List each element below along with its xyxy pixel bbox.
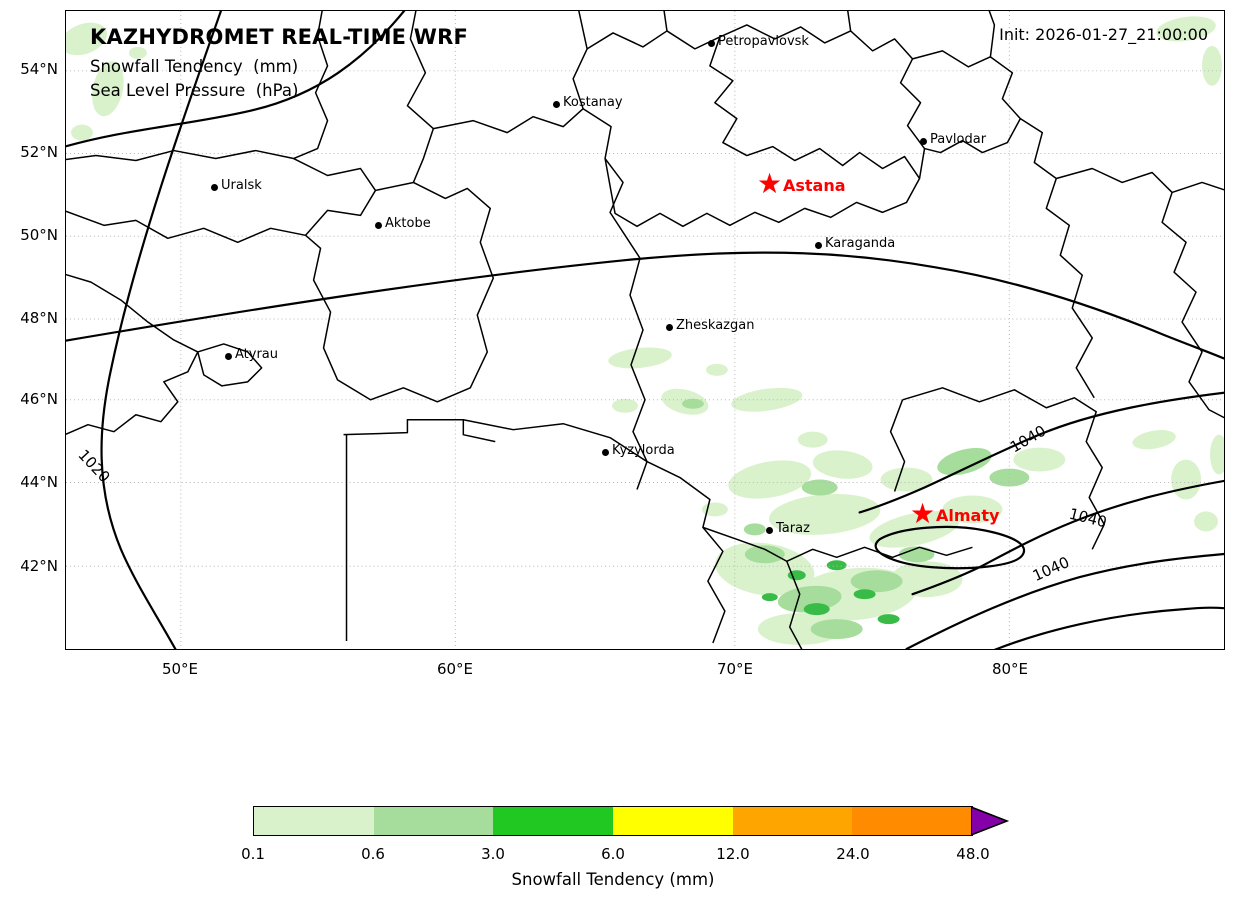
map-area: 1020 1040 1040 1040 Petropavlovsk Kostanay Pa… <box>65 10 1225 650</box>
colorbar-tick-label: 3.0 <box>481 845 505 863</box>
colorbar-arrow-wrap <box>970 805 1011 837</box>
colorbar-arrow <box>970 805 1010 837</box>
colorbar-tick-label: 48.0 <box>956 845 990 863</box>
colorbar-tick-label: 0.1 <box>241 845 265 863</box>
map-canvas <box>66 11 1224 649</box>
borders-layer <box>66 11 1224 649</box>
colorbar-segment <box>373 807 494 835</box>
map-subtitle-pressure: Sea Level Pressure (hPa) <box>90 81 299 100</box>
y-tick-label: 54°N <box>20 60 58 78</box>
snowfall-shading-dark-layer <box>761 560 900 625</box>
x-tick-label: 70°E <box>716 660 754 678</box>
colorbar-body <box>253 806 973 836</box>
colorbar-segment <box>732 807 853 835</box>
colorbar-segment <box>254 807 374 835</box>
colorbar-tick-label: 0.6 <box>361 845 385 863</box>
y-tick-label: 44°N <box>20 473 58 491</box>
colorbar-segment <box>852 807 973 835</box>
colorbar-tick-label: 6.0 <box>601 845 625 863</box>
x-tick-label: 80°E <box>991 660 1029 678</box>
pressure-contours-layer <box>66 11 1224 649</box>
colorbar-title: Snowfall Tendency (mm) <box>511 870 715 889</box>
y-tick-label: 42°N <box>20 557 58 575</box>
colorbar-segment <box>613 807 733 835</box>
y-tick-label: 50°N <box>20 226 58 244</box>
y-tick-label: 48°N <box>20 309 58 327</box>
x-tick-label: 50°E <box>161 660 199 678</box>
colorbar-segment <box>493 807 614 835</box>
gridlines-layer <box>66 11 1224 649</box>
snowfall-shading-light-layer <box>66 16 1224 646</box>
y-tick-label: 46°N <box>20 390 58 408</box>
init-timestamp: Init: 2026-01-27_21:00:00 <box>999 25 1208 44</box>
x-tick-label: 60°E <box>436 660 474 678</box>
y-tick-label: 52°N <box>20 143 58 161</box>
map-title: KAZHYDROMET REAL-TIME WRF <box>90 25 469 49</box>
colorbar-tick-label: 24.0 <box>836 845 870 863</box>
colorbar: 0.1 0.6 3.0 6.0 12.0 24.0 48.0 Snowfall Tenden… <box>241 805 1043 901</box>
map-subtitle-snowfall: Snowfall Tendency (mm) <box>90 57 299 76</box>
colorbar-tick-label: 12.0 <box>716 845 750 863</box>
